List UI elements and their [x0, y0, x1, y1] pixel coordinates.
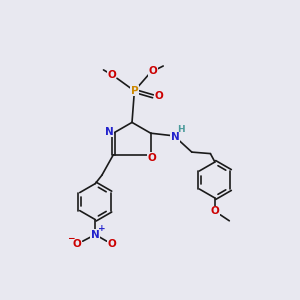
Text: O: O — [107, 70, 116, 80]
Text: O: O — [149, 66, 158, 76]
Text: O: O — [108, 238, 116, 249]
Text: −: − — [67, 234, 74, 243]
Text: P: P — [130, 86, 138, 96]
Text: +: + — [98, 224, 106, 233]
Text: O: O — [148, 153, 157, 163]
Text: N: N — [91, 230, 100, 240]
Text: N: N — [105, 127, 114, 137]
Text: O: O — [211, 206, 219, 217]
Text: O: O — [154, 91, 164, 101]
Text: N: N — [171, 132, 180, 142]
Text: H: H — [177, 124, 184, 134]
Text: O: O — [73, 238, 82, 249]
